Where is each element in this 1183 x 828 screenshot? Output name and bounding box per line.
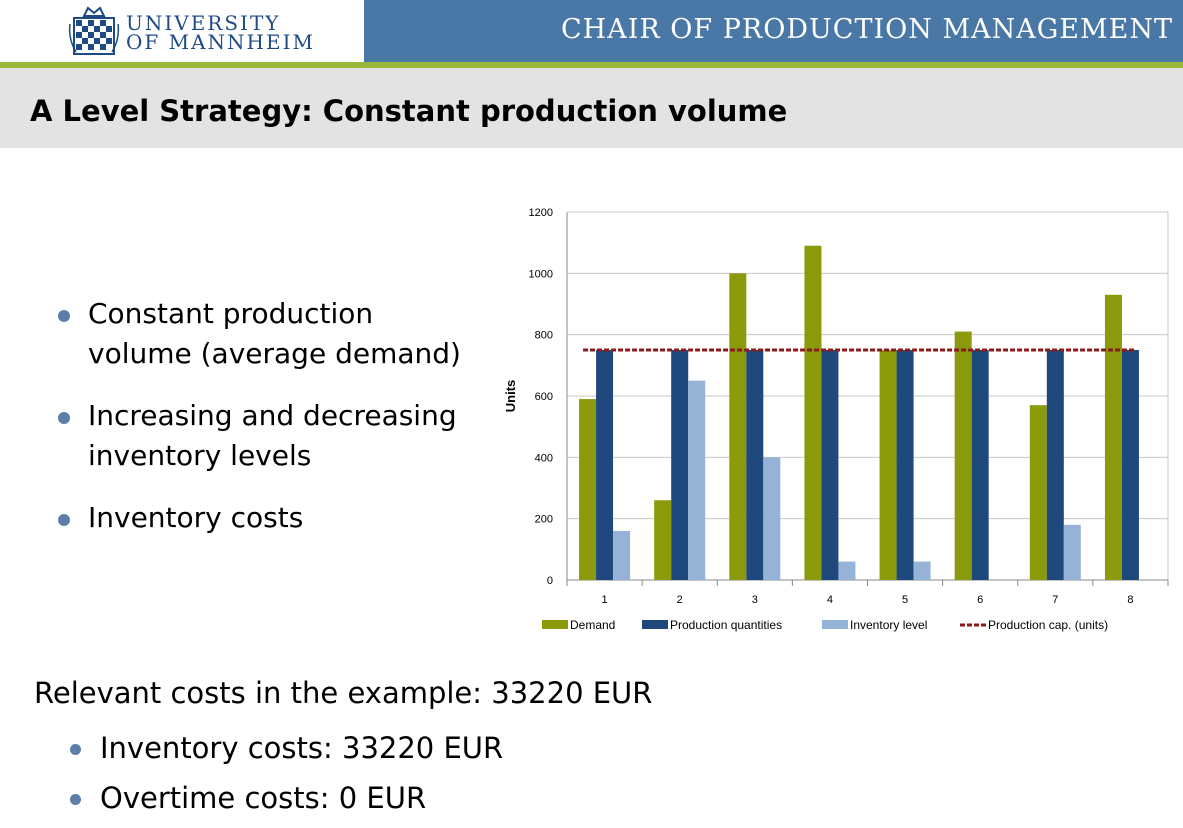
y-tick-label: 600 bbox=[535, 391, 553, 403]
bar-inventory-level bbox=[913, 561, 931, 580]
legend-swatch bbox=[822, 620, 848, 629]
bar-production-quantities bbox=[821, 350, 839, 580]
logo-line-2: OF MANNHEIM bbox=[126, 30, 315, 54]
bar-inventory-level bbox=[613, 530, 631, 580]
x-tick-label: 1 bbox=[602, 594, 608, 606]
bar-production-quantities bbox=[1046, 350, 1064, 580]
bar-production-quantities bbox=[671, 350, 689, 580]
header-logo-area: UNIVERSITY OF MANNHEIM bbox=[0, 0, 364, 62]
bar-demand bbox=[579, 399, 597, 580]
inventory-costs-item: Inventory costs: 33220 EUR bbox=[70, 728, 503, 768]
legend-label: Inventory level bbox=[850, 618, 927, 632]
x-tick-label: 7 bbox=[1052, 594, 1058, 606]
bar-production-quantities bbox=[746, 350, 764, 580]
bar-demand bbox=[654, 500, 672, 580]
university-crest-icon bbox=[68, 6, 120, 55]
legend-swatch bbox=[542, 620, 568, 629]
y-tick-label: 200 bbox=[535, 514, 553, 526]
bar-demand bbox=[729, 273, 747, 580]
y-tick-label: 0 bbox=[547, 575, 553, 587]
bar-production-quantities bbox=[596, 350, 614, 580]
legend-label: Production cap. (units) bbox=[988, 618, 1108, 632]
y-tick-label: 800 bbox=[535, 330, 553, 342]
bullet-item: Increasing and decreasing inventory leve… bbox=[58, 396, 478, 476]
slide-title: A Level Strategy: Constant production vo… bbox=[30, 94, 788, 128]
cost-breakdown-list: Inventory costs: 33220 EUR Overtime cost… bbox=[70, 728, 503, 828]
university-logo-text: UNIVERSITY OF MANNHEIM bbox=[126, 11, 315, 54]
x-tick-label: 8 bbox=[1127, 594, 1133, 606]
x-tick-label: 2 bbox=[677, 594, 683, 606]
costs-summary: Relevant costs in the example: 33220 EUR bbox=[34, 676, 653, 710]
y-tick-label: 1200 bbox=[529, 207, 553, 219]
legend-label: Demand bbox=[570, 618, 615, 632]
production-chart: 0 200 400 600 800 1000 1200 Units 1 2 3 4 5 6 7 8 Demand… bbox=[503, 207, 1169, 632]
bar-inventory-level bbox=[763, 457, 781, 580]
y-tick-label: 1000 bbox=[529, 268, 553, 280]
bar-demand bbox=[954, 331, 972, 580]
legend-label: Production quantities bbox=[670, 618, 782, 632]
title-bar: A Level Strategy: Constant production vo… bbox=[0, 68, 1183, 148]
header-banner: CHAIR OF PRODUCTION MANAGEMENT bbox=[364, 0, 1183, 62]
header-divider bbox=[0, 62, 1183, 68]
bullet-item: Inventory costs bbox=[58, 498, 478, 538]
bar-inventory-level bbox=[688, 380, 706, 580]
chair-title: CHAIR OF PRODUCTION MANAGEMENT bbox=[561, 14, 1173, 45]
x-tick-label: 6 bbox=[977, 594, 983, 606]
bar-demand bbox=[879, 350, 897, 580]
y-axis-label: Units bbox=[503, 380, 518, 413]
x-tick-label: 4 bbox=[827, 594, 833, 606]
bar-demand bbox=[1104, 294, 1122, 580]
bar-demand bbox=[1029, 405, 1047, 580]
bar-inventory-level bbox=[1063, 524, 1081, 580]
bullet-list: Constant production volume (average dema… bbox=[58, 294, 478, 560]
logo-line-1: UNIVERSITY bbox=[126, 11, 281, 35]
bar-production-quantities bbox=[971, 350, 989, 580]
overtime-costs-item: Overtime costs: 0 EUR bbox=[70, 778, 503, 818]
bar-inventory-level bbox=[838, 561, 856, 580]
bar-demand bbox=[804, 245, 822, 580]
bullet-item: Constant production volume (average dema… bbox=[58, 294, 478, 374]
y-tick-label: 400 bbox=[535, 452, 553, 464]
x-tick-label: 3 bbox=[752, 594, 758, 606]
bar-production-quantities bbox=[1121, 350, 1139, 580]
x-tick-label: 5 bbox=[902, 594, 908, 606]
legend-swatch bbox=[642, 620, 668, 629]
bar-production-quantities bbox=[896, 350, 914, 580]
